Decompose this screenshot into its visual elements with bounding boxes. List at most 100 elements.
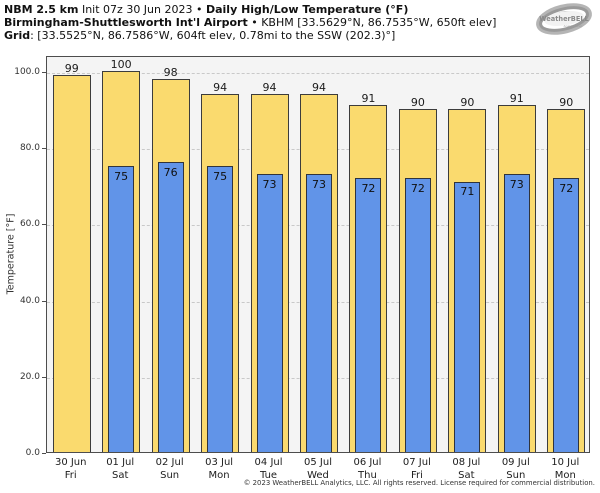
high-value-label: 94 <box>311 80 326 94</box>
x-tick-day: Fri <box>410 469 423 481</box>
high-value-label: 90 <box>410 96 425 110</box>
x-tick-label: 05 Jul Wed <box>293 457 342 482</box>
y-tick-mark <box>42 224 46 226</box>
bar-group-10-Jul: 90 72 <box>542 57 591 452</box>
logo-subtext: Analytics LLC <box>564 24 583 28</box>
low-bar <box>404 177 431 452</box>
x-tick-label: 04 Jul Tue <box>244 457 293 482</box>
init-time: Init 07z 30 Jun 2023 • <box>78 3 206 16</box>
low-value-label: 73 <box>509 177 524 191</box>
y-tick-label: 80.0 <box>19 143 40 154</box>
grid-coords: : [33.5525°N, 86.7586°W, 604ft elev, 0.7… <box>30 29 396 42</box>
high-value-label: 98 <box>163 65 178 79</box>
y-tick-label: 40.0 <box>19 295 40 306</box>
bar-group-04-Jul: 94 73 <box>245 57 294 452</box>
x-tick-label: 07 Jul Fri <box>392 457 441 482</box>
low-value-label: 73 <box>311 177 326 191</box>
low-value-label: 72 <box>410 181 425 195</box>
low-value-label: 72 <box>559 181 574 195</box>
x-tick-day: Sun <box>160 469 180 481</box>
x-tick-day: Tue <box>259 469 278 481</box>
low-bar <box>454 181 481 452</box>
y-tick-label: 60.0 <box>19 219 40 230</box>
x-tick-day: Sat <box>111 469 129 481</box>
low-bar <box>256 173 283 452</box>
bar-group-30-Jun: 99 <box>47 57 96 452</box>
low-bar <box>207 166 234 452</box>
x-tick-label: 10 Jul Mon <box>541 457 590 482</box>
x-tick-date: 09 Jul <box>501 457 530 468</box>
x-tick-date: 06 Jul <box>353 457 382 468</box>
x-tick-day: Sat <box>458 469 475 481</box>
low-value-label: 72 <box>361 181 376 195</box>
x-tick-label: 09 Jul Sun <box>491 457 540 482</box>
title-line-2: Birmingham-Shuttlesworth Int'l Airport •… <box>4 16 496 29</box>
x-tick-day: Thu <box>358 469 377 481</box>
y-tick-mark <box>42 453 46 454</box>
logo-oval <box>544 11 584 26</box>
high-value-label: 99 <box>64 61 79 75</box>
bar-group-03-Jul: 94 75 <box>195 57 244 452</box>
x-tick-label: 03 Jul Mon <box>194 457 243 482</box>
x-tick-day: Mon <box>554 469 576 481</box>
x-tick-label: 01 Jul Sat <box>95 457 144 482</box>
low-bar <box>553 177 580 452</box>
x-tick-date: 10 Jul <box>551 457 580 468</box>
high-value-label: 94 <box>262 80 277 94</box>
high-value-label: 90 <box>460 96 475 110</box>
x-tick-day: Mon <box>208 469 230 481</box>
y-tick-mark <box>42 148 46 150</box>
copyright-notice: © 2023 WeatherBELL Analytics, LLC. All r… <box>243 479 595 487</box>
weatherbell-logo: WeatherBELL Analytics LLC <box>536 3 592 35</box>
x-tick-day: Fri <box>64 469 77 481</box>
title-line-1: NBM 2.5 km Init 07z 30 Jun 2023 • Daily … <box>4 3 496 16</box>
model-name: NBM 2.5 km <box>4 3 79 16</box>
y-tick-mark <box>42 376 46 378</box>
y-tick-label: 20.0 <box>19 371 40 382</box>
x-tick-date: 08 Jul <box>452 457 481 468</box>
low-bar <box>355 177 382 452</box>
low-value-label: 76 <box>163 166 178 180</box>
low-bar <box>157 162 184 452</box>
x-tick-label: 08 Jul Sat <box>442 457 491 482</box>
x-tick-label: 06 Jul Thu <box>343 457 392 482</box>
bar-group-07-Jul: 90 72 <box>393 57 442 452</box>
bar-group-01-Jul: 100 75 <box>96 57 145 452</box>
logo-text: WeatherBELL <box>539 15 589 23</box>
low-value-label: 73 <box>262 177 277 191</box>
bar-group-06-Jul: 91 72 <box>344 57 393 452</box>
high-value-label: 100 <box>110 58 132 71</box>
x-tick-date: 04 Jul <box>254 457 283 468</box>
chart-header: NBM 2.5 km Init 07z 30 Jun 2023 • Daily … <box>4 3 496 42</box>
high-value-label: 90 <box>559 96 574 110</box>
bar-group-05-Jul: 94 73 <box>294 57 343 452</box>
bar-group-02-Jul: 98 76 <box>146 57 195 452</box>
y-tick-label: 100.0 <box>14 67 40 77</box>
x-tick-date: 07 Jul <box>402 457 431 468</box>
low-value-label: 75 <box>213 170 228 184</box>
gridline-100 <box>47 73 589 74</box>
bar-group-09-Jul: 91 73 <box>492 57 541 452</box>
x-tick-day: Wed <box>307 469 329 481</box>
y-tick-mark <box>42 72 46 73</box>
high-bar <box>52 74 91 452</box>
x-tick-date: 01 Jul <box>106 457 135 468</box>
station-name: Birmingham-Shuttlesworth Int'l Airport <box>4 16 248 29</box>
high-value-label: 91 <box>361 92 376 106</box>
x-tick-day: Sun <box>506 469 526 481</box>
low-bar <box>305 173 332 452</box>
chart-title: Daily High/Low Temperature (°F) <box>205 3 409 16</box>
grid-label: Grid <box>4 29 31 42</box>
high-value-label: 91 <box>509 92 524 106</box>
x-tick-date: 05 Jul <box>304 457 332 468</box>
x-tick-date: 02 Jul <box>155 457 184 468</box>
x-tick-label: 30 Jun Fri <box>46 457 95 482</box>
bar-group-08-Jul: 90 71 <box>443 57 492 452</box>
low-value-label: 75 <box>114 170 129 184</box>
low-bar <box>108 166 135 452</box>
x-tick-label: 02 Jul Sun <box>145 457 194 482</box>
plot-area: 99 100 75 98 76 94 75 94 73 94 73 91 72 90 72 90 71 91 73 9… <box>46 56 590 453</box>
y-tick-mark <box>42 300 46 302</box>
